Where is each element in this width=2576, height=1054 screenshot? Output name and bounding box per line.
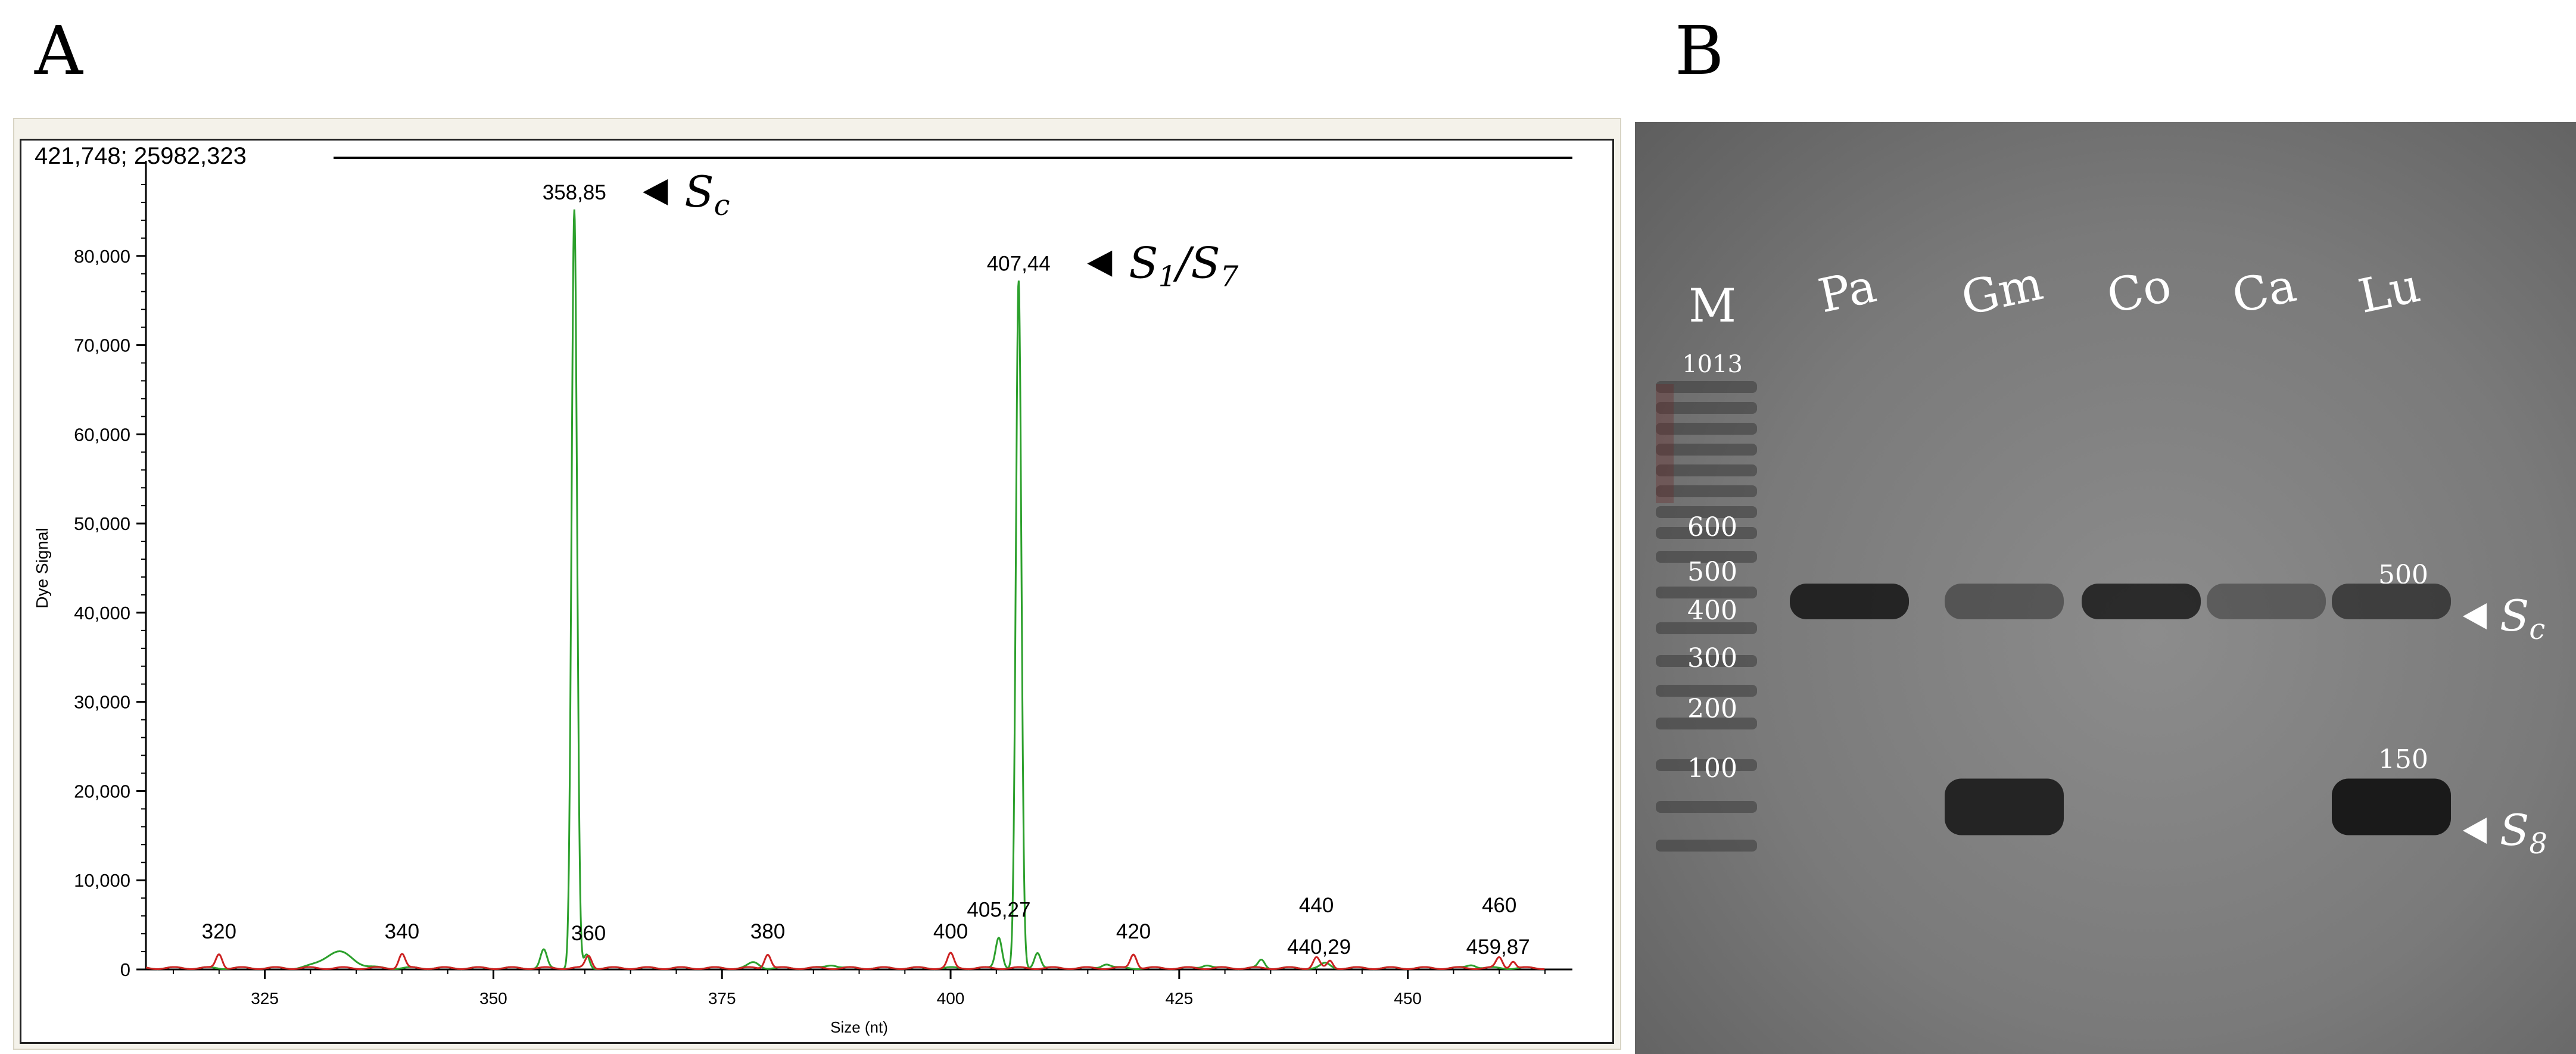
peak-label: 380 xyxy=(750,920,785,943)
electropherogram-plot-area xyxy=(20,139,1614,1044)
ladder-size-label: 200 xyxy=(1687,694,1737,724)
ladder-band xyxy=(1656,587,1757,598)
ladder-band xyxy=(1656,801,1757,813)
ladder-band xyxy=(1656,464,1757,476)
y-tick-label: 50,000 xyxy=(74,513,130,534)
band-marker-arrow xyxy=(2463,818,2487,844)
peak-annotation-sc: Sc xyxy=(684,167,730,222)
sample-trace xyxy=(145,209,1545,971)
band-marker-s8: S8 xyxy=(2500,805,2547,860)
gel-band-pa xyxy=(1790,584,1909,619)
electropherogram-chart: 421,748; 25982,323 0 10,000 20,000 30,000 40,… xyxy=(33,143,1572,1036)
annotation-arrow xyxy=(1087,250,1113,277)
x-tick-label: 425 xyxy=(1165,989,1193,1008)
ladder-band xyxy=(1656,402,1757,414)
size-standard-trace xyxy=(145,952,1545,971)
gel-band-lu xyxy=(2332,584,2451,619)
ladder-size-label: 100 xyxy=(1687,753,1737,784)
y-tick-label: 10,000 xyxy=(74,870,130,891)
cursor-readout: 421,748; 25982,323 xyxy=(35,143,247,169)
y-axis-label: Dye Signal xyxy=(33,528,51,608)
ladder-size-label: 1013 xyxy=(1682,351,1743,378)
peak-label: 460 xyxy=(1482,894,1516,917)
peak-label: 440,29 xyxy=(1287,935,1351,959)
ladder-band xyxy=(1656,840,1757,852)
ladder-size-label: 600 xyxy=(1687,512,1737,542)
peak-label: 400 xyxy=(933,920,968,943)
peak-label: 407,44 xyxy=(987,252,1051,276)
peak-label: 420 xyxy=(1116,920,1151,943)
peak-label: 440 xyxy=(1299,894,1334,917)
ladder-band xyxy=(1656,551,1757,563)
ladder-band xyxy=(1656,759,1757,771)
ladder-band xyxy=(1656,527,1757,539)
peak-label: 358,85 xyxy=(543,181,606,204)
ladder-band xyxy=(1656,685,1757,697)
y-tick-label: 80,000 xyxy=(74,246,130,267)
band-marker-sc: Sc xyxy=(2500,591,2545,646)
gel-image: M Pa Gm Co Ca Lu 1013 600 500 400 300 200 100 500 150 S… xyxy=(1635,122,2576,1054)
peak-label: 340 xyxy=(385,920,419,943)
x-tick-label: 375 xyxy=(708,989,736,1008)
gel-band-gm xyxy=(1945,584,2064,619)
ladder-band xyxy=(1656,423,1757,435)
gel-band-co xyxy=(2082,584,2201,619)
lane-label-m: M xyxy=(1689,279,1736,333)
peak-label: 405,27 xyxy=(967,899,1030,922)
x-axis-label: Size (nt) xyxy=(830,1018,888,1036)
y-tick-label: 0 xyxy=(120,959,130,980)
ladder-size-label: 500 xyxy=(1687,557,1737,587)
lane-label-co: Co xyxy=(2102,258,2176,324)
peak-annotation-s1-s7: S1/S7 xyxy=(1129,238,1238,294)
peak-label: 459,87 xyxy=(1466,935,1530,959)
lane-size-label: 150 xyxy=(2378,744,2428,775)
y-tick-label: 40,000 xyxy=(74,603,130,623)
x-tick-label: 400 xyxy=(937,989,965,1008)
y-tick-label: 20,000 xyxy=(74,781,130,802)
ladder-band xyxy=(1656,506,1757,518)
ladder-band xyxy=(1656,485,1757,497)
y-tick-label: 60,000 xyxy=(74,424,130,445)
ladder-band xyxy=(1656,622,1757,634)
lane-label-pa: Pa xyxy=(1814,259,1881,323)
annotation-arrow xyxy=(643,179,668,205)
ladder-size-label: 300 xyxy=(1687,643,1737,673)
ladder-red-tint xyxy=(1656,384,1674,503)
y-tick-label: 30,000 xyxy=(74,692,130,713)
ladder-band xyxy=(1656,718,1757,729)
peak-label: 320 xyxy=(202,920,236,943)
lane-label-gm: Gm xyxy=(1957,257,2048,326)
x-tick-label: 450 xyxy=(1394,989,1422,1008)
gel-svg: M Pa Gm Co Ca Lu1013600500400300200100500150S… xyxy=(1656,257,2547,860)
x-tick-label: 350 xyxy=(479,989,507,1008)
gel-band-gm xyxy=(1945,778,2064,835)
band-marker-arrow xyxy=(2463,603,2487,629)
x-tick-label: 325 xyxy=(251,989,279,1008)
panel-label-a: A xyxy=(35,13,83,90)
peak-label: 360 xyxy=(571,922,606,945)
lane-label-lu: Lu xyxy=(2354,259,2425,324)
ladder-size-label: 400 xyxy=(1687,595,1737,626)
y-tick-label: 70,000 xyxy=(74,335,130,356)
ladder-band xyxy=(1656,655,1757,667)
ladder-band xyxy=(1656,444,1757,456)
panel-label-b: B xyxy=(1675,13,1724,90)
gel-band-ca xyxy=(2207,584,2326,619)
gel-band-lu xyxy=(2332,778,2451,835)
ladder-band xyxy=(1656,381,1757,393)
lane-label-ca: Ca xyxy=(2228,258,2301,324)
